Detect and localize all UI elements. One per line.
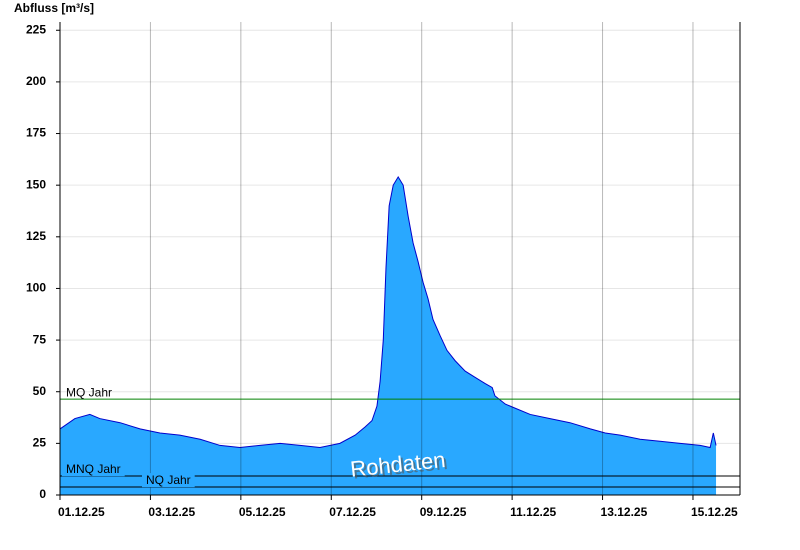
y-tick-label: 150: [26, 177, 46, 191]
x-tick-label: 07.12.25: [329, 505, 376, 519]
y-tick-label: 25: [33, 436, 47, 450]
reference-label-text: MNQ Jahr: [66, 462, 121, 476]
x-tick-label: 09.12.25: [420, 505, 467, 519]
y-tick-label: 75: [33, 332, 47, 346]
x-tick-label: 15.12.25: [691, 505, 738, 519]
y-tick-label: 200: [26, 74, 46, 88]
x-tick-label: 11.12.25: [510, 505, 556, 519]
y-tick-label: 0: [39, 487, 46, 501]
y-tick-label: 100: [26, 281, 46, 295]
y-axis-label: Abfluss [m³/s]: [14, 1, 94, 15]
label-background: [62, 462, 125, 477]
x-tick-label: 03.12.25: [148, 505, 195, 519]
label-background: [142, 473, 195, 488]
reference-label-text: MQ Jahr: [66, 385, 112, 399]
y-tick-label: 225: [26, 22, 46, 36]
y-tick-label: 175: [26, 126, 46, 140]
reference-label: MQ Jahr: [66, 385, 112, 399]
x-tick-label: 13.12.25: [601, 505, 648, 519]
x-tick-label: 05.12.25: [239, 505, 286, 519]
reference-label: NQ Jahr: [142, 473, 195, 488]
x-tick-label: 01.12.25: [58, 505, 105, 519]
y-tick-label: 125: [26, 229, 46, 243]
line: [59, 175, 717, 449]
y-tick-label: 50: [33, 384, 47, 398]
reference-label: MNQ Jahr: [62, 462, 125, 477]
area: [60, 176, 717, 495]
reference-label-text: NQ Jahr: [146, 473, 191, 487]
